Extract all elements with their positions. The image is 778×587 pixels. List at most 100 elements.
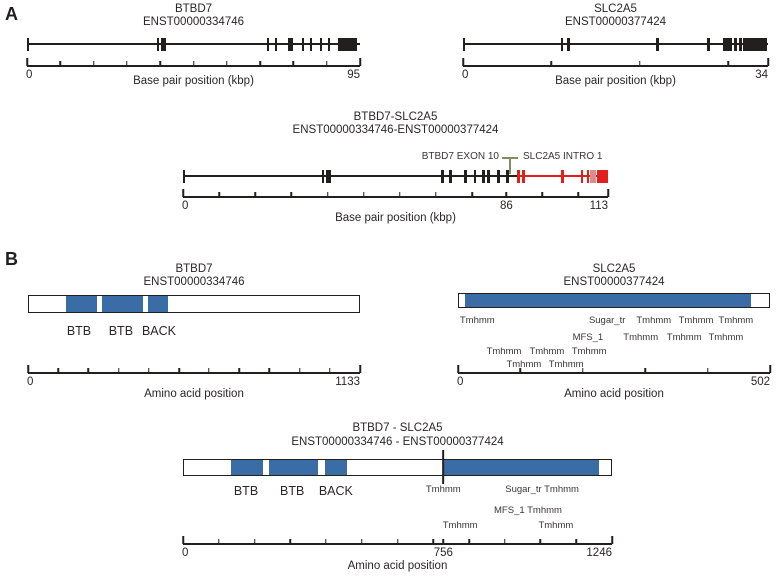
axis-tick bbox=[253, 539, 256, 544]
axis-tick bbox=[575, 539, 578, 544]
axis-tick bbox=[126, 61, 128, 66]
axis-number: 0 bbox=[27, 376, 34, 388]
axis-tick bbox=[468, 539, 470, 544]
fusion-right-annotation: SLC2A5 INTRO 1 bbox=[523, 151, 603, 162]
axis-tick bbox=[611, 536, 613, 544]
axis-tick bbox=[59, 61, 62, 66]
exon-box bbox=[506, 169, 509, 183]
axis-tick bbox=[639, 61, 641, 66]
junction-line bbox=[442, 450, 445, 484]
exon-box bbox=[561, 169, 564, 183]
diagram-title: BTBD7 bbox=[174, 3, 213, 15]
fusion-left-annotation: BTBD7 EXON 10 bbox=[421, 151, 499, 162]
axis-baseline bbox=[28, 372, 360, 374]
domain-box bbox=[101, 296, 144, 312]
domain-label: Tmhmm bbox=[529, 346, 565, 357]
axis-tick bbox=[541, 192, 543, 197]
axis-number: 1133 bbox=[335, 376, 360, 388]
axis-tick bbox=[577, 192, 579, 197]
axis-tick bbox=[182, 189, 184, 197]
axis-number: 502 bbox=[750, 376, 770, 388]
axis-numbers: 0 1133 bbox=[27, 376, 360, 389]
axis-tick bbox=[57, 368, 59, 373]
domain-box bbox=[268, 460, 319, 475]
axis-tick bbox=[329, 368, 331, 373]
axis-numbers: 0 86 113 bbox=[182, 200, 608, 213]
exon-box bbox=[590, 169, 596, 183]
domain-label: Tmhmm bbox=[666, 332, 702, 343]
axis-tick bbox=[550, 61, 553, 66]
domain-label: Tmhmm bbox=[623, 332, 659, 343]
exon-box bbox=[463, 37, 466, 51]
exon-box bbox=[742, 37, 768, 51]
axis-tick bbox=[148, 368, 150, 373]
exon-box bbox=[464, 169, 467, 183]
exon-box bbox=[319, 37, 322, 51]
axis-baseline bbox=[27, 65, 360, 67]
axis-tick bbox=[767, 58, 769, 66]
domain-label: Sugar_tr bbox=[588, 315, 626, 326]
domain-label: Tmhmm bbox=[708, 332, 744, 343]
axis-tick bbox=[519, 368, 522, 373]
exon-box bbox=[560, 37, 564, 51]
breakpoint-marker-stem bbox=[509, 158, 511, 174]
axis-tick bbox=[539, 539, 542, 544]
gene-diagram-fusion: BTBD7-SLC2A5 ENST00000334746-ENST0000037… bbox=[182, 111, 609, 236]
exon-box bbox=[326, 169, 332, 183]
diagram-title: SLC2A5 bbox=[592, 263, 636, 275]
axis-tick bbox=[727, 61, 730, 66]
exon-box bbox=[723, 37, 733, 51]
exon-box bbox=[441, 169, 444, 183]
domain-box bbox=[230, 460, 264, 475]
domain-label: Sugar_tr Tmhmm bbox=[505, 484, 579, 495]
axis-numbers: 0 756 1246 bbox=[182, 547, 612, 560]
gene-diagram-slc2a5: SLC2A5 ENST00000377424 0 34 Base pair pos… bbox=[462, 3, 769, 93]
protein-bar bbox=[28, 295, 360, 313]
axis-tick bbox=[325, 539, 327, 544]
exon-box bbox=[156, 37, 159, 51]
axis-tick bbox=[362, 192, 365, 197]
axis-baseline bbox=[183, 543, 612, 545]
axis-tick bbox=[359, 58, 361, 66]
domain-label: Tmhmm bbox=[636, 315, 672, 326]
gene-line-segment bbox=[183, 175, 518, 177]
domain-label: BTB bbox=[108, 324, 134, 338]
axis-number: 86 bbox=[500, 200, 513, 212]
exon-box bbox=[266, 37, 269, 51]
domain-label: Tmhmm bbox=[538, 520, 574, 531]
exon-box bbox=[580, 169, 584, 183]
axis-numbers: 0 34 bbox=[462, 69, 768, 82]
exon-box bbox=[449, 169, 452, 183]
domain-label: Tmhmm bbox=[718, 315, 754, 326]
diagram-subtitle: ENST00000334746-ENST00000377424 bbox=[292, 124, 499, 136]
axis-number: 0 bbox=[182, 547, 189, 559]
axis-tick bbox=[117, 368, 120, 373]
axis-tick bbox=[644, 368, 646, 373]
diagram-subtitle: ENST00000334746 bbox=[143, 276, 245, 288]
diagram-subtitle: ENST00000377424 bbox=[564, 16, 667, 28]
exon-box bbox=[522, 169, 526, 183]
domain-label: Tmhmm bbox=[506, 359, 542, 370]
axis-tick bbox=[292, 61, 295, 66]
exon-box bbox=[567, 37, 570, 51]
axis-number: 0 bbox=[26, 69, 33, 81]
axis-number: 34 bbox=[755, 69, 768, 81]
axis-baseline bbox=[458, 372, 770, 374]
axis-tick bbox=[268, 368, 271, 373]
axis-number: 0 bbox=[462, 69, 469, 81]
axis-caption: Amino acid position bbox=[144, 388, 244, 400]
axis-tick bbox=[399, 192, 401, 197]
axis bbox=[26, 57, 361, 67]
axis-tick bbox=[462, 58, 464, 66]
domain-box bbox=[148, 296, 169, 312]
axis-tick bbox=[359, 365, 361, 373]
axis bbox=[182, 188, 609, 198]
diagram-subtitle: ENST00000334746 bbox=[142, 16, 245, 28]
diagram-subtitle: ENST00000377424 bbox=[563, 276, 665, 288]
exon-box bbox=[337, 37, 357, 51]
axis-tick bbox=[27, 365, 29, 373]
exon-box bbox=[322, 169, 325, 183]
gene-diagram-btbd7: BTBD7 ENST00000334746 0 95 Base pair posi… bbox=[26, 3, 361, 93]
axis-tick bbox=[504, 539, 506, 544]
